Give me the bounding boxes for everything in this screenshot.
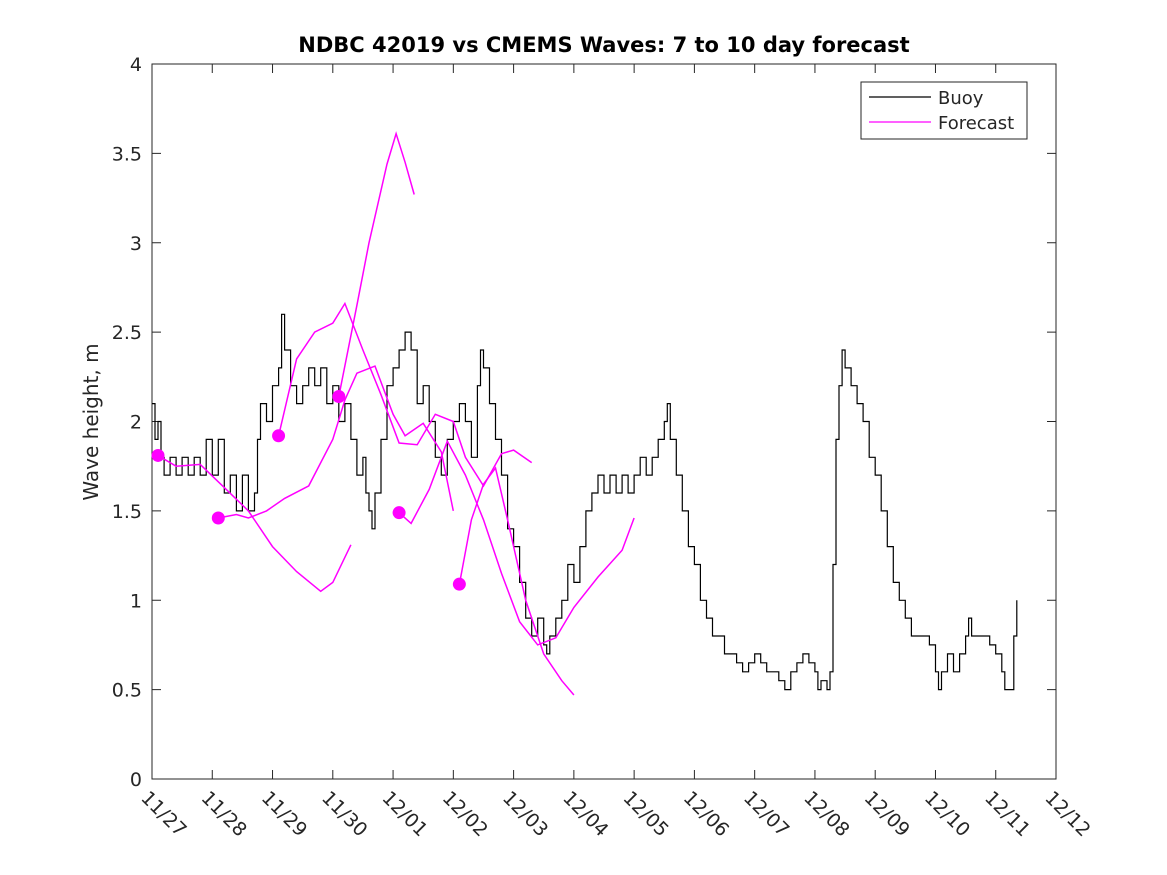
y-tick-label: 0.5 (112, 680, 142, 702)
y-axis-label: Wave height, m (79, 343, 103, 500)
legend-box (860, 81, 1028, 140)
legend-label-forecast: Forecast (938, 113, 1014, 134)
y-tick-label: 2 (130, 412, 142, 434)
y-tick-label: 1.5 (112, 501, 142, 523)
y-tick-label: 3 (130, 233, 142, 255)
series-line-forecast-1 (157, 454, 352, 593)
series-line-forecast-2 (218, 365, 455, 519)
forecast-start-marker-2 (211, 511, 225, 525)
series-line-forecast-4 (338, 131, 415, 397)
legend-label-buoy: Buoy (938, 88, 984, 109)
forecast-start-marker-3 (272, 429, 286, 443)
y-tick-label: 3.5 (112, 143, 142, 165)
legend: Buoy Forecast (860, 81, 1028, 140)
series-line-buoy (152, 313, 1018, 691)
forecast-start-marker-6 (452, 577, 466, 591)
series-group (151, 131, 1018, 696)
forecast-start-marker-1 (151, 448, 165, 462)
y-tick-label: 1 (130, 590, 142, 612)
chart-title: NDBC 42019 vs CMEMS Waves: 7 to 10 day f… (298, 33, 909, 57)
y-tick-label: 0 (130, 769, 142, 791)
series-line-forecast-3 (277, 301, 533, 488)
forecast-start-marker-5 (392, 506, 406, 520)
y-tick-label: 2.5 (112, 322, 142, 344)
y-tick-label: 4 (130, 54, 142, 76)
series-line-forecast-5 (398, 439, 635, 646)
forecast-start-marker-4 (332, 389, 346, 403)
series-line-forecast-6 (458, 466, 575, 696)
axes-box (151, 63, 1057, 780)
